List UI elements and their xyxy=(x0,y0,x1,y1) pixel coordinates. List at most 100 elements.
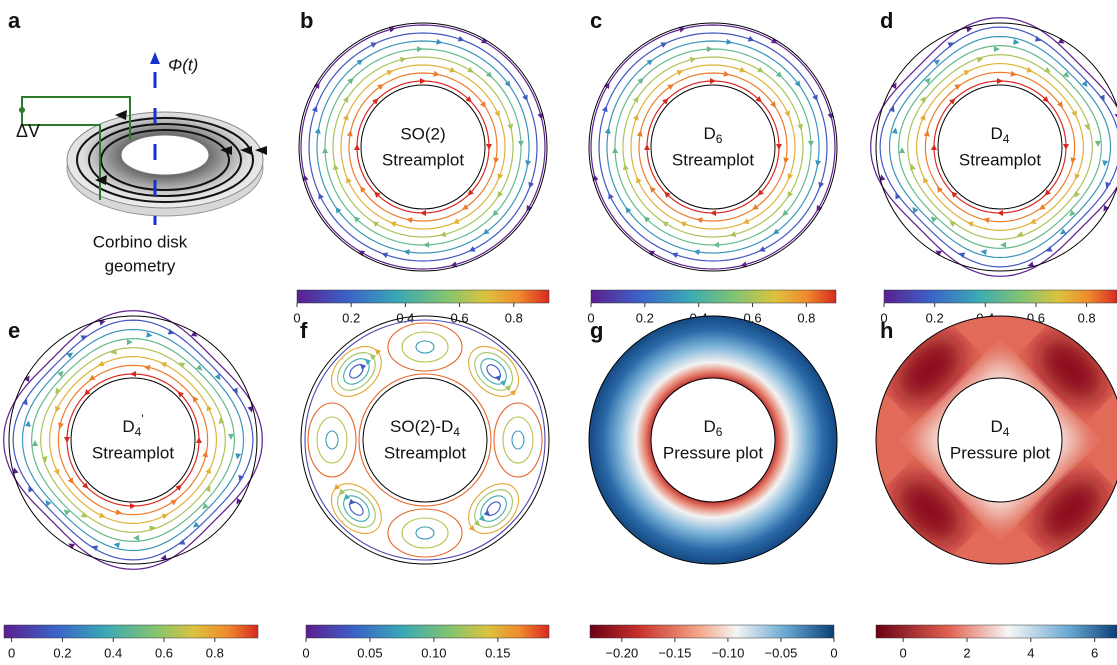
label-sub: 4 xyxy=(1003,425,1010,439)
colorbar-tick-label: 0.05 xyxy=(357,645,382,660)
stream-arrow xyxy=(375,349,381,355)
colorbar xyxy=(306,625,549,638)
panel-letter: e xyxy=(8,318,20,343)
stream-arrow xyxy=(365,359,371,365)
colorbar-tick-label: 0.8 xyxy=(797,310,815,325)
stream-arrow xyxy=(354,144,360,150)
stream-arrow xyxy=(693,249,699,255)
stream-arrow xyxy=(892,127,898,133)
stream-arrow xyxy=(690,57,697,63)
stream-arrow xyxy=(144,365,150,371)
colorbar xyxy=(590,625,834,638)
stream-arrow xyxy=(32,440,38,446)
stream-arrow xyxy=(707,46,713,52)
vortex-line xyxy=(459,474,528,543)
vortex-line xyxy=(467,345,519,397)
inner-boundary xyxy=(938,85,1062,209)
stream-arrow xyxy=(133,535,139,541)
stream-arrow xyxy=(696,217,702,223)
stream-arrow xyxy=(650,186,656,193)
stream-arrow xyxy=(612,147,618,153)
stream-arrow xyxy=(994,46,1000,52)
stream-arrow xyxy=(339,489,345,495)
stream-arrow xyxy=(605,127,611,133)
panel-letter: a xyxy=(8,8,21,33)
stream-arrow xyxy=(344,494,350,500)
voltage-label: ΔV xyxy=(16,121,40,141)
hole xyxy=(121,135,209,175)
vortex-line xyxy=(308,403,356,477)
panel-letter: h xyxy=(880,318,893,343)
colorbar-tick-label: 0.4 xyxy=(104,645,122,660)
vortex-line xyxy=(330,345,382,397)
stream-arrow xyxy=(667,84,674,90)
stream-arrow xyxy=(347,130,353,136)
panel-label: Corbino disk xyxy=(93,232,188,251)
stream-arrow xyxy=(58,423,64,429)
stream-arrow xyxy=(518,141,524,147)
stream-arrow xyxy=(770,101,776,108)
colorbar-tick-label: 6 xyxy=(1091,645,1098,660)
panel-label: Streamplot xyxy=(672,150,754,169)
stream-arrow xyxy=(479,515,485,521)
panel-label: Streamplot xyxy=(382,150,464,169)
panel-label: geometry xyxy=(105,256,176,275)
stream-arrow xyxy=(997,78,1003,84)
stream-arrow xyxy=(510,390,516,396)
label-main: D xyxy=(704,124,716,143)
stream-arrow xyxy=(505,81,511,88)
panel xyxy=(4,311,263,570)
stream-arrow xyxy=(783,157,789,163)
panel-label: SO(2) xyxy=(400,124,445,143)
stream-arrow xyxy=(1102,160,1108,166)
panel-label: Streamplot xyxy=(959,150,1041,169)
stream-arrow xyxy=(625,207,631,214)
stream-arrow xyxy=(480,101,486,108)
stream-arrow xyxy=(440,231,447,237)
colorbar-tick-label: 0.8 xyxy=(1078,310,1096,325)
vortex-line xyxy=(388,509,462,557)
stream-arrow xyxy=(486,144,492,150)
colorbar-tick-label: 2 xyxy=(963,645,970,660)
stream-arrow xyxy=(815,160,821,166)
colorbar xyxy=(876,625,1117,638)
colorbar-tick-label: 0.8 xyxy=(206,645,224,660)
stream-arrow xyxy=(400,57,407,63)
stream-arrow xyxy=(433,71,439,77)
colorbar-tick-label: 0 xyxy=(830,645,837,660)
stream-arrow xyxy=(333,164,339,171)
colorbar-tick-label: 0.2 xyxy=(926,310,944,325)
label-main: D xyxy=(122,417,134,436)
stream-arrow xyxy=(980,249,986,255)
panel-letter: f xyxy=(300,318,308,343)
colorbar-tick-label: −0.15 xyxy=(658,645,691,660)
stream-arrow xyxy=(25,420,31,426)
label-main: D xyxy=(991,124,1003,143)
stream-arrow xyxy=(146,332,152,338)
colorbar-tick-label: 0 xyxy=(302,645,309,660)
stream-arrow xyxy=(1013,39,1019,45)
colorbar-tick-label: 0.15 xyxy=(485,645,510,660)
inner-boundary xyxy=(363,378,487,502)
label-sub: 4 xyxy=(135,425,142,439)
stream-arrow xyxy=(474,520,480,526)
vortex-line xyxy=(512,431,524,449)
label-sub: 4 xyxy=(1003,132,1010,146)
vortex-line xyxy=(467,482,519,534)
stream-arrow xyxy=(776,144,782,150)
vortex-line xyxy=(339,491,374,526)
panel-label: SO(2)-D4 xyxy=(390,417,460,439)
colorbar-tick-label: 0.2 xyxy=(636,310,654,325)
stream-arrow xyxy=(808,141,814,147)
inner-boundary xyxy=(71,378,195,502)
panel-label: Pressure plot xyxy=(663,443,763,462)
vortex-line xyxy=(402,518,448,548)
panel-label: Streamplot xyxy=(92,443,174,462)
stream-arrow xyxy=(315,127,321,133)
stream-arrow xyxy=(710,210,716,216)
vortex-line xyxy=(322,474,391,543)
stream-arrow xyxy=(797,124,803,131)
label-main: SO(2)-D xyxy=(390,417,453,436)
stream-arrow xyxy=(228,434,234,440)
colorbar-tick-label: 0.6 xyxy=(155,645,173,660)
